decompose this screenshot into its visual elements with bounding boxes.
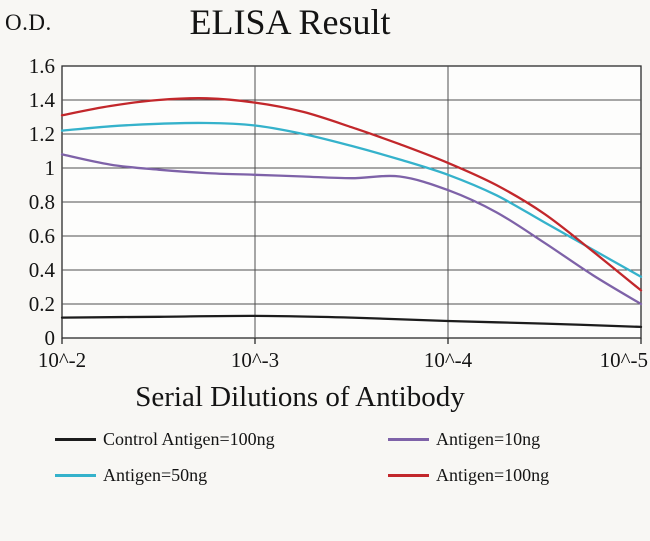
plot-area: 10^-2 10^-3 10^-4 10^-5 0 0.2 0.4 0.6 0.8 1 1.2 1.4… [29, 54, 648, 372]
legend: Control Antigen=100ng Antigen=10ng Antigen… [55, 429, 549, 486]
legend-label: Control Antigen=100ng [103, 429, 275, 449]
legend-label: Antigen=100ng [436, 465, 550, 485]
legend-item-antigen-50ng: Antigen=50ng [55, 465, 388, 486]
series-line-antigen-50ng [60, 121, 643, 278]
legend-label: Antigen=10ng [436, 429, 541, 449]
y-axis-label: O.D. [5, 10, 52, 35]
x-axis-label: Serial Dilutions of Antibody [135, 381, 465, 413]
y-tick-label: 0.2 [29, 292, 55, 316]
x-tick-label: 10^-4 [424, 348, 473, 372]
legend-line-swatch [388, 474, 429, 477]
series-line-antigen-10ng [60, 153, 643, 306]
y-tick-label: 1.6 [29, 54, 55, 78]
y-tick-label: 0.6 [29, 224, 55, 248]
legend-item-control-antigen-100ng: Control Antigen=100ng [55, 429, 388, 450]
y-tick-label: 1 [45, 156, 56, 180]
y-tick-label: 1.4 [29, 88, 56, 112]
y-tick-label: 0 [45, 326, 56, 350]
chart-title: ELISA Result [189, 2, 391, 42]
y-tick-label: 0.4 [29, 258, 56, 282]
legend-line-swatch [55, 438, 96, 441]
legend-label: Antigen=50ng [103, 465, 208, 485]
y-tick-label: 0.8 [29, 190, 55, 214]
y-tick-label: 1.2 [29, 122, 55, 146]
x-tick-label: 10^-3 [231, 348, 279, 372]
legend-line-swatch [55, 474, 96, 477]
series-line-control-antigen-100ng [60, 314, 643, 329]
x-tick-label: 10^-2 [38, 348, 86, 372]
series-line-antigen-100ng [60, 97, 643, 292]
x-tick-label: 10^-5 [600, 348, 648, 372]
legend-line-swatch [388, 438, 429, 441]
legend-item-antigen-100ng: Antigen=100ng [388, 465, 549, 486]
legend-item-antigen-10ng: Antigen=10ng [388, 429, 549, 450]
